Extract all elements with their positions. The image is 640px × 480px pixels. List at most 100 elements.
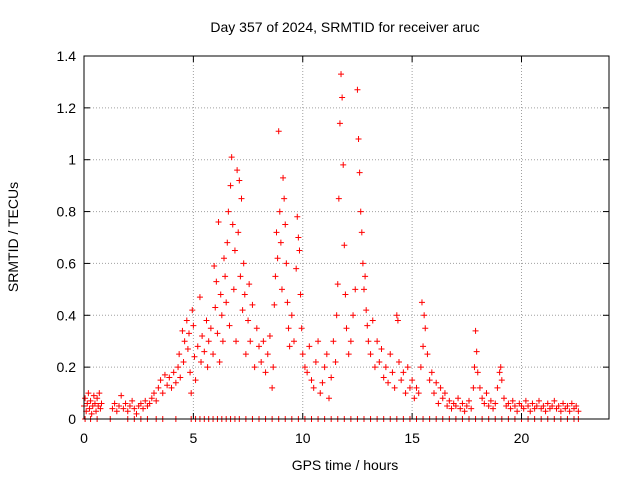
data-point bbox=[417, 364, 424, 371]
data-point bbox=[551, 397, 558, 404]
data-point bbox=[282, 221, 289, 228]
data-point bbox=[354, 86, 361, 93]
data-point bbox=[246, 281, 253, 288]
y-tick-label: 1 bbox=[68, 152, 76, 168]
data-point bbox=[476, 384, 483, 391]
data-point bbox=[82, 395, 89, 402]
data-point bbox=[341, 242, 348, 249]
data-point bbox=[188, 390, 195, 397]
data-point bbox=[237, 273, 244, 280]
data-point bbox=[343, 325, 350, 332]
data-point bbox=[251, 364, 258, 371]
data-point bbox=[328, 374, 335, 381]
data-point bbox=[122, 400, 129, 407]
y-tick-label: 0.4 bbox=[57, 307, 77, 323]
data-point bbox=[118, 392, 125, 399]
data-point bbox=[236, 177, 243, 184]
data-point bbox=[544, 400, 551, 407]
data-point bbox=[356, 169, 363, 176]
data-point bbox=[321, 364, 328, 371]
data-point bbox=[514, 408, 521, 415]
data-point bbox=[256, 343, 262, 350]
x-tick-label: 15 bbox=[404, 430, 420, 446]
data-point bbox=[177, 374, 184, 381]
data-point bbox=[345, 351, 352, 358]
data-point bbox=[148, 395, 155, 402]
data-point bbox=[221, 255, 227, 262]
data-point bbox=[340, 161, 347, 168]
data-point bbox=[404, 364, 411, 371]
data-point bbox=[133, 410, 140, 417]
data-point bbox=[207, 325, 214, 332]
data-point bbox=[157, 377, 164, 384]
data-point bbox=[330, 338, 337, 345]
data-point bbox=[304, 369, 311, 376]
data-point bbox=[371, 364, 378, 371]
data-point bbox=[215, 218, 222, 225]
data-point bbox=[264, 351, 271, 358]
x-tick-label: 5 bbox=[189, 430, 197, 446]
data-point bbox=[97, 405, 104, 412]
data-point bbox=[262, 369, 269, 376]
tick-labels: 0 0.2 0.4 0.6 0.8 1 1.2 1.4 0 5 10 15 20 bbox=[57, 48, 530, 446]
data-point bbox=[421, 312, 428, 319]
y-tick-label: 0.6 bbox=[57, 255, 77, 271]
data-point bbox=[459, 400, 466, 407]
data-point bbox=[496, 369, 503, 376]
data-point bbox=[176, 351, 183, 358]
data-point bbox=[413, 384, 420, 391]
data-point bbox=[326, 395, 332, 402]
data-point bbox=[192, 377, 199, 384]
data-point bbox=[505, 400, 512, 407]
data-point bbox=[88, 410, 95, 417]
data-point bbox=[385, 379, 392, 386]
data-point bbox=[466, 397, 472, 404]
x-tick-label: 0 bbox=[80, 430, 88, 446]
data-point bbox=[247, 338, 254, 345]
data-point bbox=[227, 182, 234, 189]
data-point bbox=[455, 395, 462, 402]
data-point bbox=[374, 338, 381, 345]
data-point bbox=[317, 390, 324, 397]
data-point bbox=[490, 405, 497, 412]
data-point bbox=[336, 120, 343, 127]
data-point bbox=[219, 338, 226, 345]
data-point bbox=[520, 405, 527, 412]
data-point bbox=[339, 94, 346, 101]
data-point bbox=[229, 221, 236, 228]
data-point bbox=[394, 317, 401, 324]
chart-title: Day 357 of 2024, SRMTID for receiver aru… bbox=[210, 19, 479, 35]
data-point bbox=[564, 403, 571, 410]
data-point bbox=[402, 390, 409, 397]
data-point bbox=[284, 299, 291, 306]
data-point bbox=[398, 377, 405, 384]
data-point bbox=[93, 408, 100, 415]
data-point bbox=[492, 400, 499, 407]
data-point bbox=[367, 351, 374, 358]
data-point bbox=[420, 343, 427, 350]
data-point bbox=[196, 294, 203, 301]
data-point bbox=[172, 379, 179, 386]
data-point bbox=[446, 397, 453, 404]
data-point bbox=[299, 351, 306, 358]
data-point bbox=[199, 333, 206, 340]
data-point bbox=[376, 358, 383, 365]
data-point bbox=[471, 364, 478, 371]
data-point bbox=[380, 374, 387, 381]
data-point bbox=[323, 351, 330, 358]
data-point bbox=[487, 397, 494, 404]
data-point bbox=[501, 395, 507, 402]
data-point bbox=[272, 273, 279, 280]
data-point bbox=[116, 403, 122, 410]
data-point bbox=[378, 345, 385, 352]
data-point bbox=[312, 358, 319, 365]
y-tick-label: 1.4 bbox=[57, 48, 77, 64]
data-point bbox=[285, 325, 292, 332]
y-tick-label: 0.8 bbox=[57, 204, 77, 220]
data-point bbox=[474, 369, 481, 376]
data-point bbox=[525, 403, 532, 410]
data-point bbox=[362, 273, 369, 280]
data-point bbox=[223, 299, 230, 306]
data-point bbox=[124, 408, 131, 415]
y-axis-label: SRMTID / TECUs bbox=[5, 182, 21, 292]
